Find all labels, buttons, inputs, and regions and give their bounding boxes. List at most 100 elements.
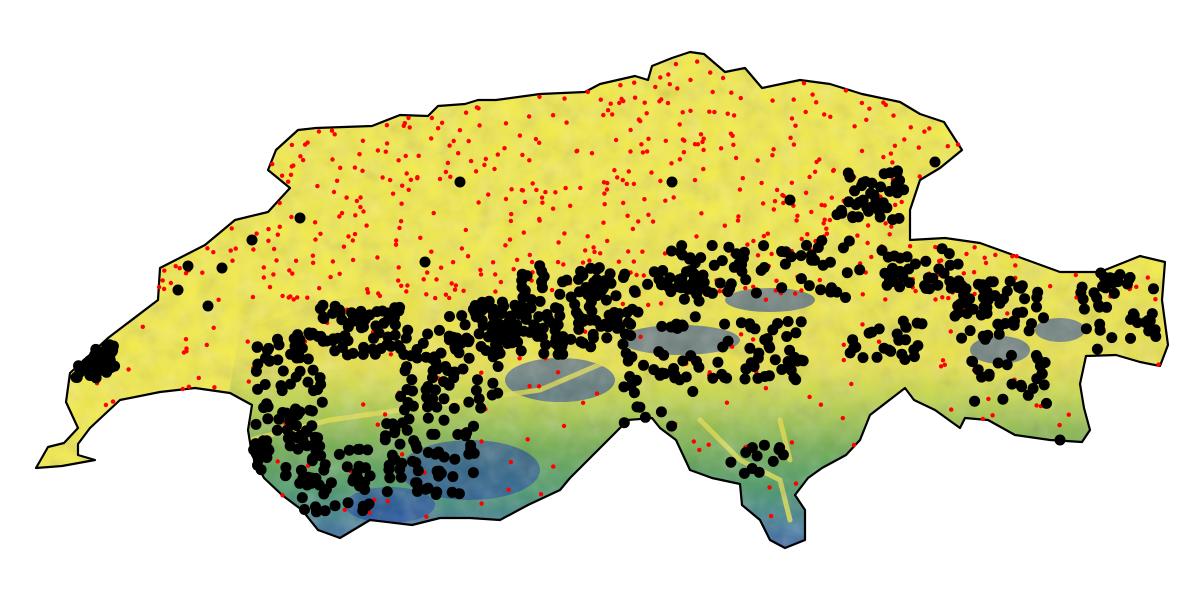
large-point <box>1080 323 1092 335</box>
large-point <box>1027 383 1039 394</box>
large-point <box>216 262 228 274</box>
small-point <box>305 140 310 145</box>
small-point <box>509 211 514 217</box>
large-point <box>893 212 905 224</box>
large-point <box>680 371 692 383</box>
small-point <box>852 124 857 129</box>
large-point <box>844 347 856 359</box>
small-point <box>916 145 921 150</box>
large-point <box>398 349 410 360</box>
small-point <box>251 247 256 252</box>
small-point <box>789 440 795 445</box>
small-point <box>562 96 567 101</box>
large-point <box>411 477 423 489</box>
small-point <box>860 322 865 327</box>
small-point <box>1005 311 1010 316</box>
large-point <box>1026 318 1037 330</box>
large-point <box>1107 277 1119 289</box>
small-point <box>211 325 216 330</box>
small-point <box>280 493 285 498</box>
large-point <box>538 271 550 282</box>
small-point <box>594 391 600 396</box>
large-point <box>639 411 651 423</box>
large-point <box>638 359 649 371</box>
small-point <box>183 337 189 342</box>
small-point <box>632 80 637 85</box>
small-point <box>438 265 444 270</box>
small-point <box>447 143 452 148</box>
small-point <box>1048 284 1053 289</box>
large-point <box>277 365 289 377</box>
small-point <box>865 223 871 228</box>
large-point <box>854 264 866 276</box>
small-point <box>695 59 700 64</box>
large-point <box>735 317 747 329</box>
large-point <box>972 364 984 376</box>
large-point <box>969 395 981 407</box>
large-point <box>784 194 796 206</box>
large-point <box>586 305 598 317</box>
small-point <box>659 97 664 102</box>
large-point <box>553 303 565 315</box>
small-point <box>881 154 886 160</box>
large-point <box>702 286 713 297</box>
large-point <box>308 385 319 397</box>
large-point <box>843 235 855 247</box>
small-point <box>429 249 434 254</box>
large-point <box>487 377 499 389</box>
small-point <box>280 293 285 299</box>
small-point <box>801 81 807 86</box>
large-point <box>347 347 359 359</box>
large-point <box>707 372 719 384</box>
small-point <box>768 513 774 519</box>
small-point <box>669 161 674 166</box>
small-point <box>289 214 294 220</box>
large-point <box>420 384 432 396</box>
small-point <box>1073 272 1079 278</box>
small-point <box>1145 275 1151 280</box>
small-point <box>799 288 804 293</box>
small-point <box>553 190 558 195</box>
small-point <box>618 83 623 88</box>
large-point <box>698 276 710 288</box>
small-point <box>525 437 530 442</box>
large-point <box>411 352 423 364</box>
small-point <box>337 271 342 276</box>
small-point <box>601 220 606 225</box>
small-point <box>632 95 638 100</box>
large-point <box>723 241 735 253</box>
small-point <box>849 381 854 387</box>
large-point <box>261 398 273 410</box>
small-point <box>625 213 630 218</box>
small-point <box>400 183 405 188</box>
small-point <box>841 357 846 363</box>
large-point <box>655 406 667 418</box>
small-point <box>761 233 767 239</box>
small-point <box>665 100 671 106</box>
small-point <box>940 295 945 300</box>
large-point <box>753 347 765 359</box>
large-point <box>795 273 807 285</box>
large-point <box>980 299 992 311</box>
small-point <box>617 100 622 106</box>
small-point <box>461 288 466 293</box>
small-point <box>759 180 764 186</box>
large-point <box>790 327 802 339</box>
small-point <box>466 138 471 144</box>
large-point <box>523 302 535 314</box>
small-point <box>312 220 318 225</box>
large-point <box>590 315 602 326</box>
large-point <box>866 326 878 338</box>
small-point <box>961 271 966 276</box>
large-point <box>383 464 395 476</box>
small-point <box>538 492 544 497</box>
small-point <box>605 238 610 244</box>
large-point <box>294 429 306 441</box>
small-point <box>730 133 735 138</box>
small-point <box>831 167 836 173</box>
large-point <box>327 335 339 346</box>
small-point <box>598 97 603 102</box>
large-point <box>898 184 910 196</box>
small-point <box>344 195 349 200</box>
large-point <box>310 501 321 513</box>
